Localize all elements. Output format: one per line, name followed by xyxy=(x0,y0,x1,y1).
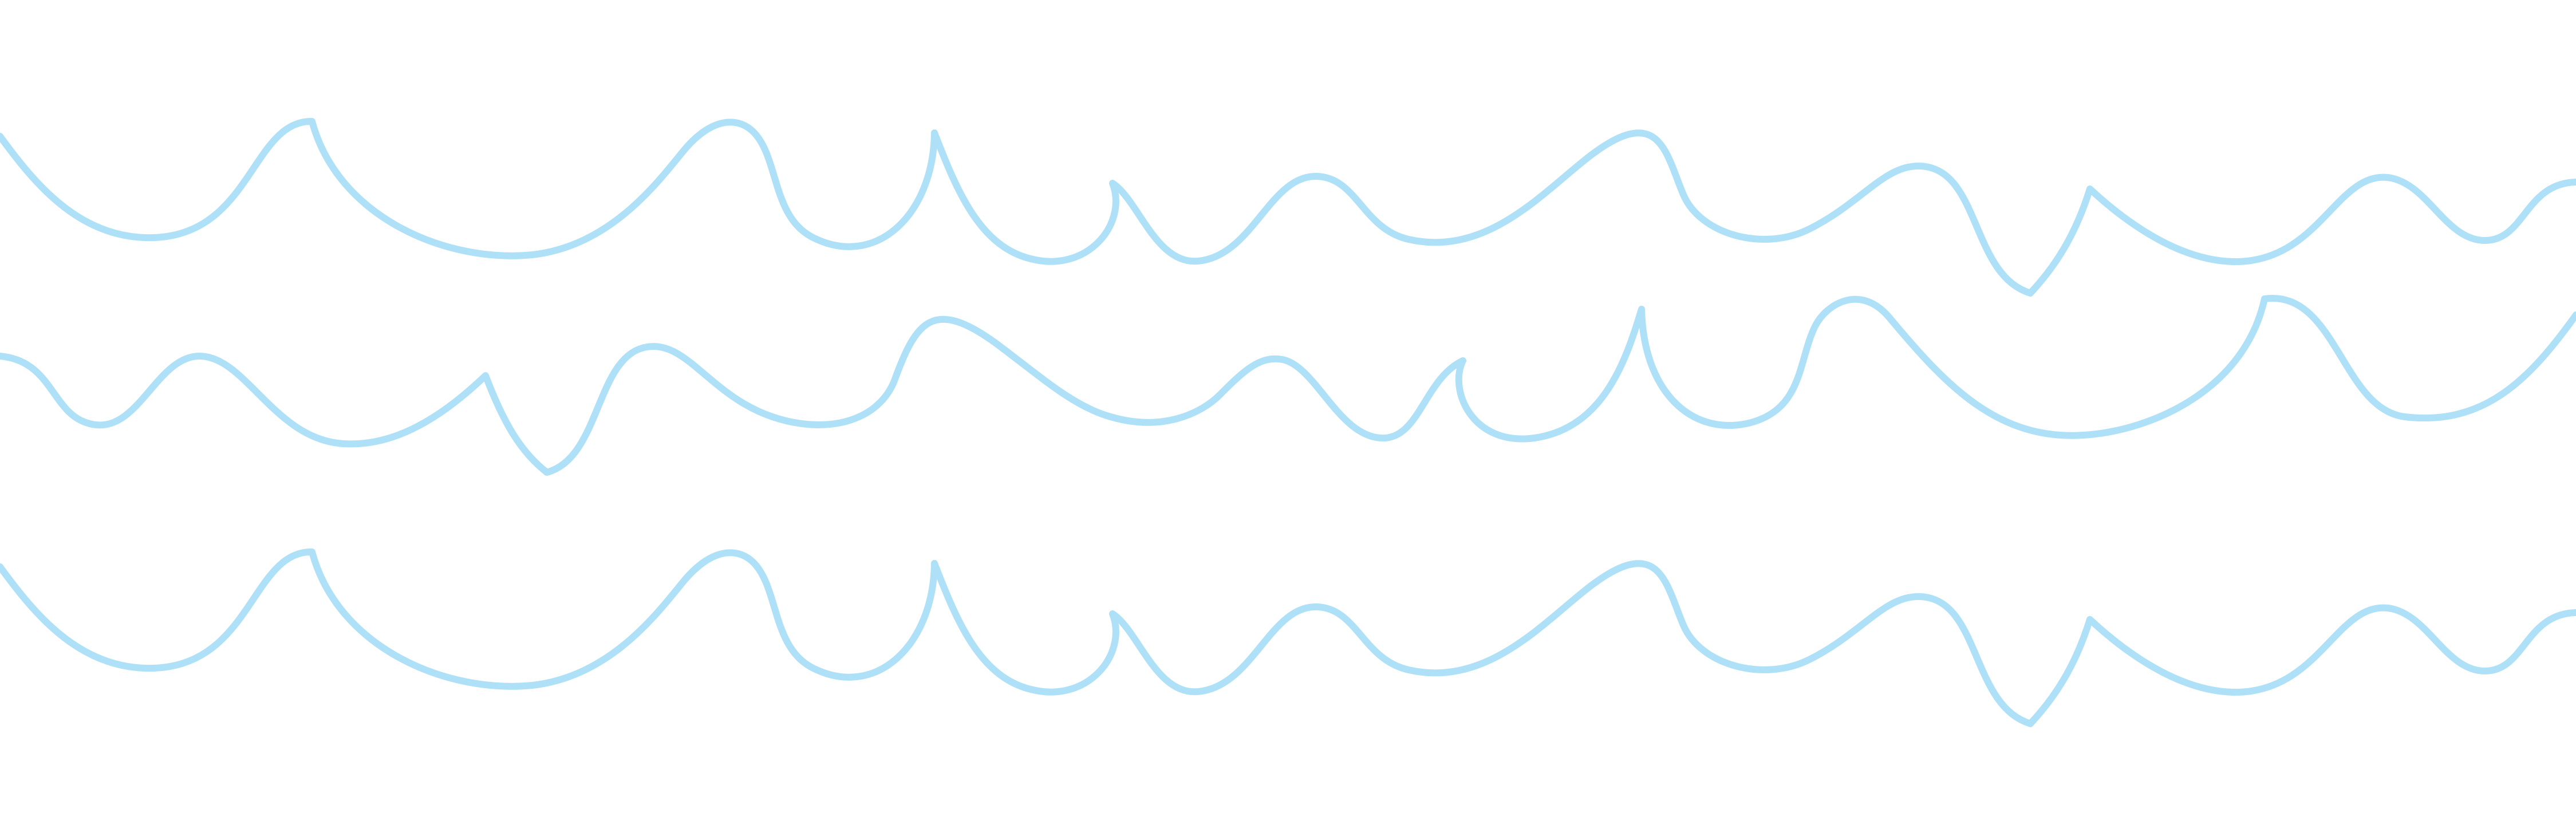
wave-line-middle xyxy=(0,295,2576,476)
wave-line-top xyxy=(0,117,2576,297)
wave-path-middle xyxy=(0,295,2576,476)
wave-path-bottom xyxy=(0,548,2576,727)
wave-path-top xyxy=(0,117,2576,297)
wave-line-bottom xyxy=(0,548,2576,727)
